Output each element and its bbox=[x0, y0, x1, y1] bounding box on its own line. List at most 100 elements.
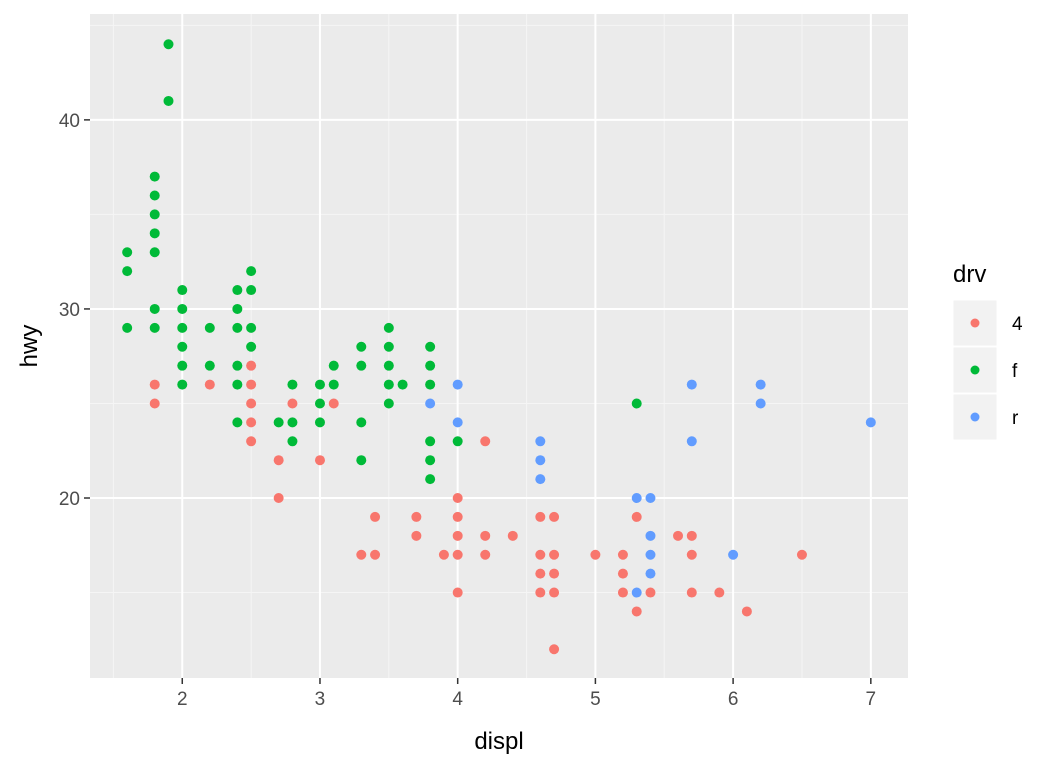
minor-gridlines bbox=[90, 14, 908, 678]
point-drv-f bbox=[149, 228, 160, 239]
point-drv-4 bbox=[617, 549, 628, 560]
point-drv-4 bbox=[796, 549, 807, 560]
point-drv-f bbox=[314, 398, 325, 409]
point-drv-4 bbox=[549, 587, 560, 598]
point-drv-4 bbox=[480, 436, 491, 447]
point-drv-4 bbox=[411, 511, 422, 522]
point-drv-f bbox=[122, 247, 133, 258]
point-drv-f bbox=[383, 322, 394, 333]
point-drv-f bbox=[177, 341, 188, 352]
point-drv-r bbox=[452, 379, 463, 390]
y-tick-label: 40 bbox=[59, 111, 80, 132]
point-drv-f bbox=[356, 360, 367, 371]
point-drv-f bbox=[328, 379, 339, 390]
point-drv-r bbox=[686, 379, 697, 390]
point-drv-4 bbox=[273, 493, 284, 504]
point-drv-f bbox=[425, 379, 436, 390]
point-drv-r bbox=[645, 530, 656, 541]
point-drv-f bbox=[149, 171, 160, 182]
point-drv-r bbox=[535, 436, 546, 447]
legend-swatch-r bbox=[970, 412, 980, 422]
point-drv-f bbox=[204, 322, 215, 333]
point-drv-f bbox=[383, 379, 394, 390]
point-drv-f bbox=[163, 39, 174, 50]
point-drv-r bbox=[645, 549, 656, 560]
point-drv-4 bbox=[741, 606, 752, 617]
point-drv-f bbox=[149, 322, 160, 333]
point-drv-4 bbox=[617, 568, 628, 579]
x-tick-label: 7 bbox=[866, 689, 877, 710]
point-drv-r bbox=[535, 455, 546, 466]
point-drv-f bbox=[177, 322, 188, 333]
point-drv-r bbox=[631, 587, 642, 598]
point-drv-f bbox=[287, 379, 298, 390]
point-drv-f bbox=[232, 303, 243, 314]
x-tick-label: 4 bbox=[452, 689, 463, 710]
point-drv-4 bbox=[617, 587, 628, 598]
point-drv-4 bbox=[149, 379, 160, 390]
point-drv-4 bbox=[370, 511, 381, 522]
x-tick-label: 5 bbox=[590, 689, 601, 710]
point-drv-4 bbox=[549, 549, 560, 560]
point-drv-4 bbox=[535, 587, 546, 598]
point-drv-r bbox=[452, 417, 463, 428]
point-drv-r bbox=[865, 417, 876, 428]
point-drv-4 bbox=[714, 587, 725, 598]
point-drv-4 bbox=[549, 644, 560, 655]
point-drv-f bbox=[631, 398, 642, 409]
point-drv-f bbox=[149, 209, 160, 220]
legend-swatch-f bbox=[970, 365, 980, 375]
point-drv-4 bbox=[246, 436, 257, 447]
point-drv-f bbox=[177, 360, 188, 371]
point-drv-f bbox=[232, 360, 243, 371]
legend-key-r bbox=[952, 393, 998, 441]
point-drv-f bbox=[177, 285, 188, 296]
point-drv-4 bbox=[673, 530, 684, 541]
point-drv-4 bbox=[149, 398, 160, 409]
point-drv-4 bbox=[631, 511, 642, 522]
point-drv-4 bbox=[631, 606, 642, 617]
x-axis-label: displ bbox=[474, 728, 523, 755]
point-drv-4 bbox=[535, 511, 546, 522]
point-drv-4 bbox=[590, 549, 601, 560]
point-drv-4 bbox=[686, 549, 697, 560]
point-drv-4 bbox=[686, 530, 697, 541]
point-drv-4 bbox=[549, 511, 560, 522]
point-drv-f bbox=[177, 379, 188, 390]
point-drv-r bbox=[645, 568, 656, 579]
point-drv-4 bbox=[273, 455, 284, 466]
point-drv-r bbox=[755, 379, 766, 390]
point-drv-f bbox=[397, 379, 408, 390]
point-drv-4 bbox=[452, 549, 463, 560]
point-drv-f bbox=[383, 398, 394, 409]
point-drv-f bbox=[314, 379, 325, 390]
point-drv-f bbox=[163, 95, 174, 106]
point-drv-4 bbox=[452, 587, 463, 598]
point-drv-f bbox=[356, 341, 367, 352]
point-drv-f bbox=[246, 266, 257, 277]
point-drv-f bbox=[314, 417, 325, 428]
point-drv-4 bbox=[507, 530, 518, 541]
point-drv-4 bbox=[246, 379, 257, 390]
point-drv-f bbox=[246, 322, 257, 333]
point-drv-4 bbox=[246, 360, 257, 371]
point-drv-4 bbox=[314, 455, 325, 466]
y-axis-label: hwy bbox=[16, 325, 43, 368]
point-drv-f bbox=[232, 417, 243, 428]
legend-title: drv bbox=[953, 261, 986, 288]
point-drv-f bbox=[425, 455, 436, 466]
point-drv-f bbox=[204, 360, 215, 371]
point-drv-f bbox=[273, 417, 284, 428]
point-drv-f bbox=[122, 266, 133, 277]
point-drv-f bbox=[287, 436, 298, 447]
point-drv-f bbox=[177, 303, 188, 314]
point-drv-4 bbox=[452, 511, 463, 522]
point-drv-4 bbox=[452, 493, 463, 504]
plot-panel bbox=[90, 14, 908, 678]
point-drv-f bbox=[425, 474, 436, 485]
point-drv-f bbox=[149, 303, 160, 314]
point-drv-4 bbox=[480, 549, 491, 560]
point-drv-4 bbox=[246, 417, 257, 428]
point-drv-f bbox=[149, 190, 160, 201]
